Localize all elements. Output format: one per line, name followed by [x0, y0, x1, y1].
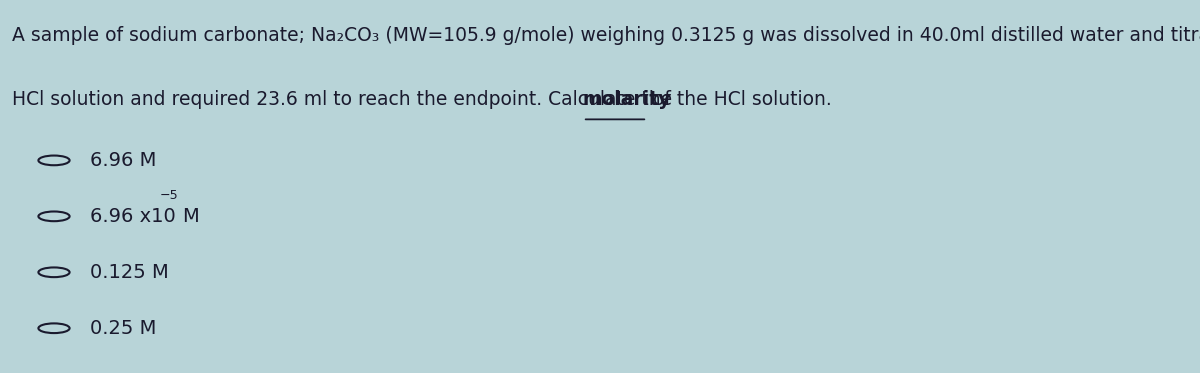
Text: HCl solution and required 23.6 ml to reach the endpoint. Calculate the: HCl solution and required 23.6 ml to rea…	[12, 90, 678, 109]
Text: 0.125 M: 0.125 M	[90, 263, 169, 282]
Text: M: M	[182, 207, 199, 226]
Text: 6.96 x10: 6.96 x10	[90, 207, 175, 226]
Text: 0.25 M: 0.25 M	[90, 319, 156, 338]
Text: 6.96 M: 6.96 M	[90, 151, 156, 170]
Text: −5: −5	[160, 189, 179, 202]
Text: molarity: molarity	[583, 90, 671, 109]
Text: of the HCl solution.: of the HCl solution.	[647, 90, 832, 109]
Text: A sample of sodium carbonate; Na₂CO₃ (MW=105.9 g/mole) weighing 0.3125 g was dis: A sample of sodium carbonate; Na₂CO₃ (MW…	[12, 26, 1200, 45]
